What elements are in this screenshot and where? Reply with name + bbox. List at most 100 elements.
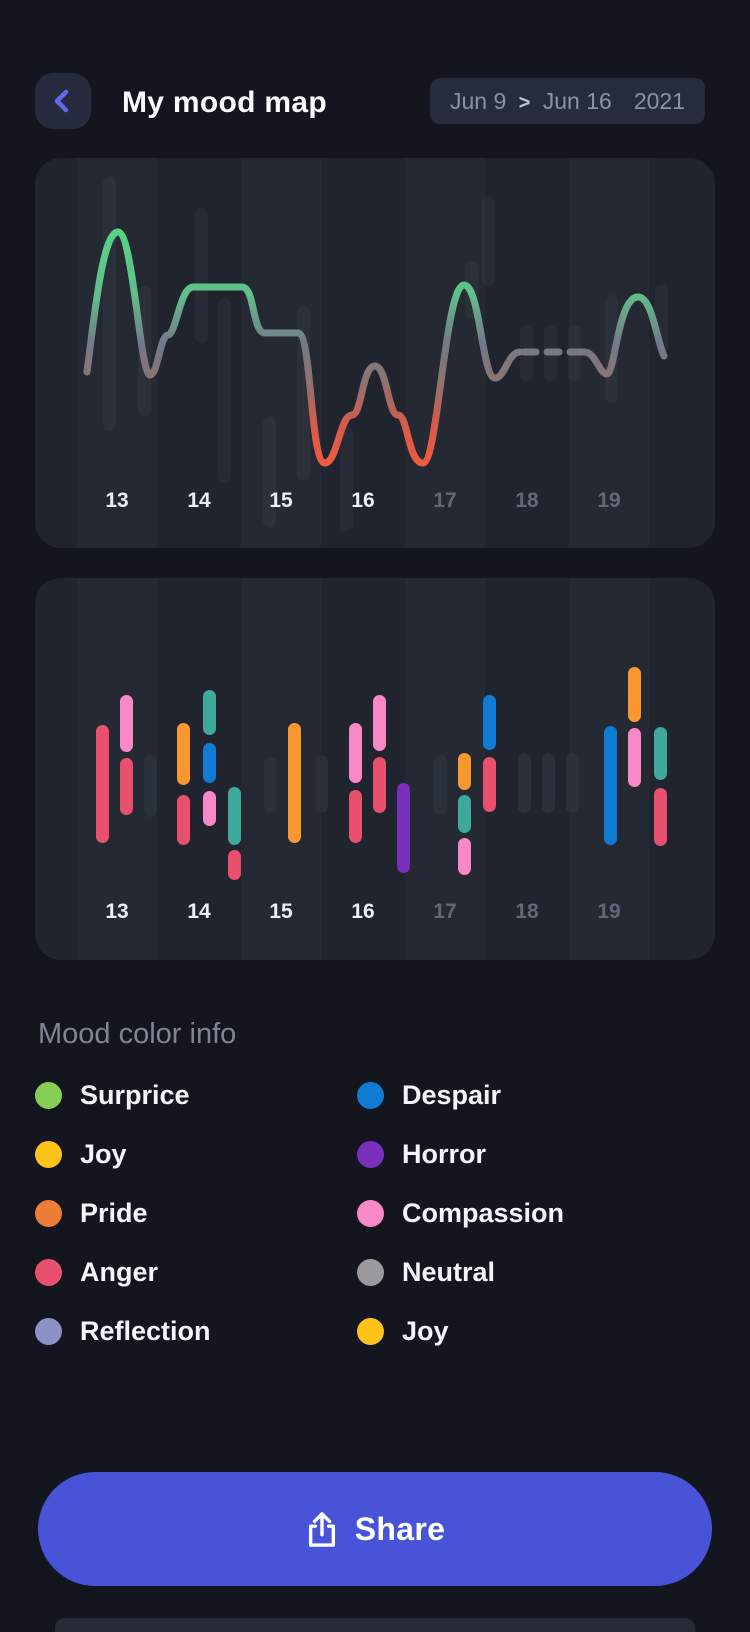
mood-bar-pride_bright [177,723,190,785]
day-label: 15 [269,900,293,923]
mood-bar-teal [203,690,216,735]
legend-item-joy: Joy [35,1125,357,1184]
legend-label: Compassion [402,1198,565,1228]
day-label: 17 [433,489,456,512]
mood-bar-compassion [120,695,133,752]
legend-item-compassion: Compassion [357,1184,715,1243]
mood-bar-teal [228,787,241,845]
legend-item-surprice: Surprice [35,1066,357,1125]
legend-label: Joy [80,1139,127,1169]
mood-bar-anger [228,850,241,880]
mood-legend: Surprice Despair Joy Horror Pride Compassion A… [35,1066,715,1361]
mood-bar-anger [349,790,362,843]
mood-bar-ghost [315,755,328,813]
date-range: Jun 9 > Jun 16 [450,88,612,115]
legend-dot-surprice [35,1082,62,1109]
back-button[interactable] [35,73,91,129]
mood-bar-ghost [542,753,555,813]
mood-bar-teal [458,795,471,833]
page-title: My mood map [122,86,327,119]
day-label: 14 [187,900,211,923]
legend-title: Mood color info [38,1018,237,1050]
mood-bar-anger [177,795,190,845]
mood-bar-despair [604,726,617,845]
mood-bar-pride_bright [288,723,301,843]
mood-bar-anger [483,757,496,812]
day-label: 16 [351,900,374,923]
ghost-bar [195,208,208,343]
mood-bar-ghost [264,757,277,812]
day-label: 17 [433,900,456,923]
legend-dot-joy [35,1141,62,1168]
date-year: 2021 [633,87,685,114]
legend-item-neutral: Neutral [357,1243,715,1302]
ghost-bar [340,426,353,531]
ghost-bar [218,298,231,483]
ghost-bar [482,196,495,286]
legend-dot-anger [35,1259,62,1286]
date-range-picker[interactable]: Jun 9 > Jun 16 2021 [430,78,705,124]
mood-bar-compassion [373,695,386,751]
mood-bar-anger [120,758,133,815]
mood-bar-horror [397,783,410,873]
legend-label: Neutral [402,1257,496,1287]
legend-label: Joy [402,1316,449,1346]
share-button[interactable]: Share [38,1472,712,1586]
legend-dot-pride [35,1200,62,1227]
legend-dot-despair [357,1082,384,1109]
legend-item-reflection: Reflection [35,1302,357,1361]
legend-dot-compassion [357,1200,384,1227]
mood-bar-chart: 13 14 15 16 17 18 19 [96,667,667,923]
date-separator-icon: > [518,91,531,114]
legend-dot-joy [357,1318,384,1345]
date-end: Jun 16 [542,87,612,114]
bottom-sheet-edge [55,1618,695,1632]
mood-bar-despair [203,743,216,783]
legend-dot-neutral [357,1259,384,1286]
mood-bar-anger [373,757,386,813]
mood-bar-ghost [566,753,579,813]
mood-bar-pride_bright [628,667,641,722]
mood-bar-anger [654,788,667,846]
day-label: 13 [105,900,128,923]
legend-label: Reflection [80,1316,211,1346]
mood-bar-compassion [628,728,641,787]
legend-item-pride: Pride [35,1184,357,1243]
mood-bar-compassion [458,838,471,875]
mood-bar-ghost [518,753,531,813]
mood-bar-compassion [349,723,362,783]
day-label: 18 [515,900,539,923]
mood-line-chart-card: 13 14 15 16 17 18 19 [35,158,715,548]
legend-item-despair: Despair [357,1066,715,1125]
legend-label: Anger [80,1257,159,1287]
mood-bar-despair [483,695,496,750]
legend-item-horror: Horror [357,1125,715,1184]
ghost-bar [103,176,116,431]
mood-bar-ghost [434,755,447,815]
day-label: 19 [597,900,620,923]
mood-bar-chart-card: 13 14 15 16 17 18 19 [35,578,715,960]
legend-item-anger: Anger [35,1243,357,1302]
legend-label: Horror [402,1139,487,1169]
legend-item-joy: Joy [357,1302,715,1361]
mood-bar-pride_bright [458,753,471,790]
date-start: Jun 9 [450,87,507,114]
legend-label: Despair [402,1080,502,1110]
day-label: 19 [597,489,620,512]
chevron-left-icon [54,89,69,113]
day-label: 16 [351,489,374,512]
mood-bar-teal [654,727,667,780]
mood-bar-compassion [203,791,216,826]
legend-label: Surprice [80,1080,190,1110]
mood-bar-anger [96,725,109,843]
mood-bar-ghost [144,755,157,817]
mood-line-chart: 13 14 15 16 17 18 19 [83,176,668,531]
day-label: 14 [187,489,211,512]
mood-curve [83,228,524,467]
day-label: 18 [515,489,539,512]
mood-curve [580,293,668,378]
share-button-label: Share [354,1510,446,1547]
day-label: 15 [269,489,293,512]
legend-label: Pride [80,1198,148,1228]
